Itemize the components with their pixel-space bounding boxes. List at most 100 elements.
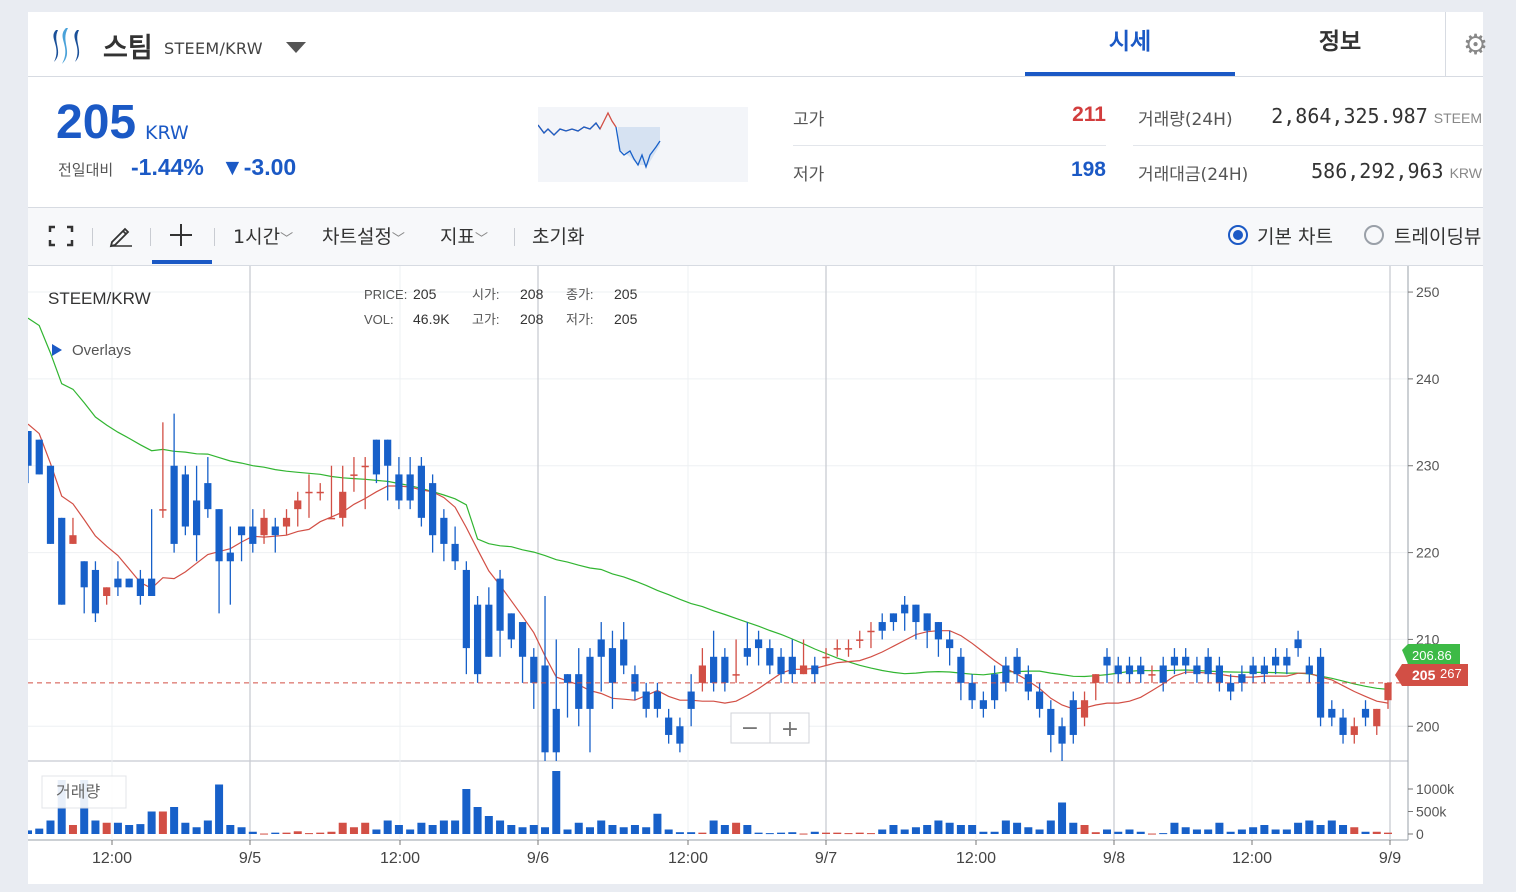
volume-bar (1103, 829, 1112, 834)
candle-body (743, 648, 751, 657)
axes: 250 240 230 220 210 200 1000k 500k 0 12:00 9/5 12:0… (92, 266, 1455, 867)
chart-grid (28, 266, 1408, 841)
tradingview-label[interactable]: 트레이딩뷰 (1394, 226, 1482, 248)
y-tick-label: 250 (1416, 284, 1440, 300)
candle-body (339, 491, 347, 518)
info-close-label: 종가: (566, 287, 594, 302)
volume-bar (732, 822, 741, 834)
candles (28, 413, 1408, 761)
volume-bar (1361, 831, 1370, 834)
separator (514, 228, 515, 246)
candle-body (451, 543, 459, 562)
tab-info[interactable]: 정보 (1318, 29, 1362, 55)
x-tick-label: 9/7 (815, 850, 837, 867)
volume-bar (968, 825, 977, 834)
candle-body (1080, 700, 1089, 718)
volume-bar (675, 832, 684, 834)
gear-icon[interactable]: ⚙ (1463, 28, 1489, 61)
candle-body (901, 604, 909, 614)
volume-bar (664, 829, 673, 834)
volume-bar (844, 833, 853, 835)
candle-body (226, 552, 234, 562)
chart-settings-menu[interactable]: 차트설정﹀ (322, 226, 405, 248)
volume-bar (35, 828, 44, 834)
candle-body (496, 578, 504, 631)
trading-panel: 스팀 STEEM/KRW 시세 정보 ⚙ 205 KRW 전일대비 -1.44%… (28, 12, 1488, 884)
zoom-in-button[interactable]: + (781, 717, 799, 742)
amount-unit: KRW (1449, 165, 1482, 181)
volume-bar (181, 822, 190, 834)
volume-bar (372, 829, 381, 834)
pencil-icon[interactable] (108, 222, 134, 248)
basic-chart-radio[interactable] (1228, 225, 1248, 245)
volume-bar (1305, 820, 1314, 834)
candle-body (1384, 682, 1392, 701)
info-vol-label: VOL: (364, 312, 394, 327)
volume-bar (687, 832, 696, 834)
crosshair-icon[interactable] (169, 223, 193, 247)
overlays-toggle[interactable]: Overlays (52, 342, 131, 359)
volume-bar (878, 829, 887, 834)
candle-body (28, 431, 32, 466)
candle-body (350, 474, 358, 476)
tradingview-radio[interactable] (1364, 225, 1384, 245)
volume-bar (1249, 827, 1258, 834)
price-tag: 205 267 (1395, 664, 1468, 686)
candle-body (125, 578, 133, 588)
volume-bar (192, 827, 201, 834)
volume-bar (147, 811, 156, 834)
candle-body (429, 483, 437, 536)
basic-chart-label[interactable]: 기본 차트 (1257, 226, 1333, 248)
tab-price[interactable]: 시세 (1025, 12, 1235, 76)
candle-body (766, 648, 774, 666)
info-open-label: 시가: (472, 287, 500, 302)
candle-body (181, 474, 189, 527)
volume-bar (1136, 831, 1145, 834)
candle-body (1069, 700, 1077, 735)
high-label: 고가 (793, 110, 825, 130)
candle-body (1227, 682, 1235, 692)
candle-body (69, 535, 77, 544)
volume-bar (473, 807, 482, 834)
ma-long-line (28, 317, 1389, 690)
zoom-out-button[interactable]: − (741, 716, 759, 741)
candle-body (867, 630, 875, 633)
candle-body (1002, 665, 1010, 683)
play-icon[interactable] (52, 344, 62, 356)
fullscreen-icon[interactable] (48, 225, 74, 247)
reset-button[interactable]: 초기화 (532, 226, 585, 248)
price-tag-value: 205 (1412, 667, 1436, 683)
candle-body (91, 569, 100, 614)
candle-body (80, 561, 88, 588)
volume-bar (1114, 831, 1123, 834)
interval-select[interactable]: 1시간﹀ (233, 226, 294, 248)
volume-bar (810, 831, 819, 834)
volume-bar (417, 822, 426, 834)
change-percent: -1.44% (131, 154, 204, 180)
volume-bar (1271, 829, 1280, 834)
indicators-menu[interactable]: 지표﹀ (440, 226, 488, 248)
volume-bar (484, 816, 493, 834)
info-high: 208 (520, 311, 544, 327)
chevron-down-icon[interactable] (286, 42, 306, 53)
high-value: 211 (1072, 103, 1106, 126)
candle-body (327, 517, 336, 520)
price-chart[interactable]: 250 240 230 220 210 200 1000k 500k 0 12:00 9/5 12:0… (28, 266, 1483, 884)
volume-bar (1001, 820, 1010, 834)
volume-bar (855, 832, 864, 834)
volume-bar (630, 825, 639, 834)
volume-bar (1204, 829, 1213, 834)
amount-label: 거래대금(24H) (1138, 165, 1249, 185)
x-tick-label: 12:00 (380, 850, 420, 867)
volume-bar (709, 820, 718, 834)
candle-body (1193, 665, 1201, 675)
candle-body (1114, 665, 1122, 675)
separator (150, 228, 151, 246)
candle-body (46, 465, 55, 544)
overlays-label[interactable]: Overlays (72, 342, 131, 359)
volume-bar (1091, 832, 1100, 834)
volume-bar (765, 833, 774, 835)
volume-bar (102, 822, 111, 834)
candle-body (676, 726, 684, 744)
volume-bar (1069, 822, 1078, 834)
